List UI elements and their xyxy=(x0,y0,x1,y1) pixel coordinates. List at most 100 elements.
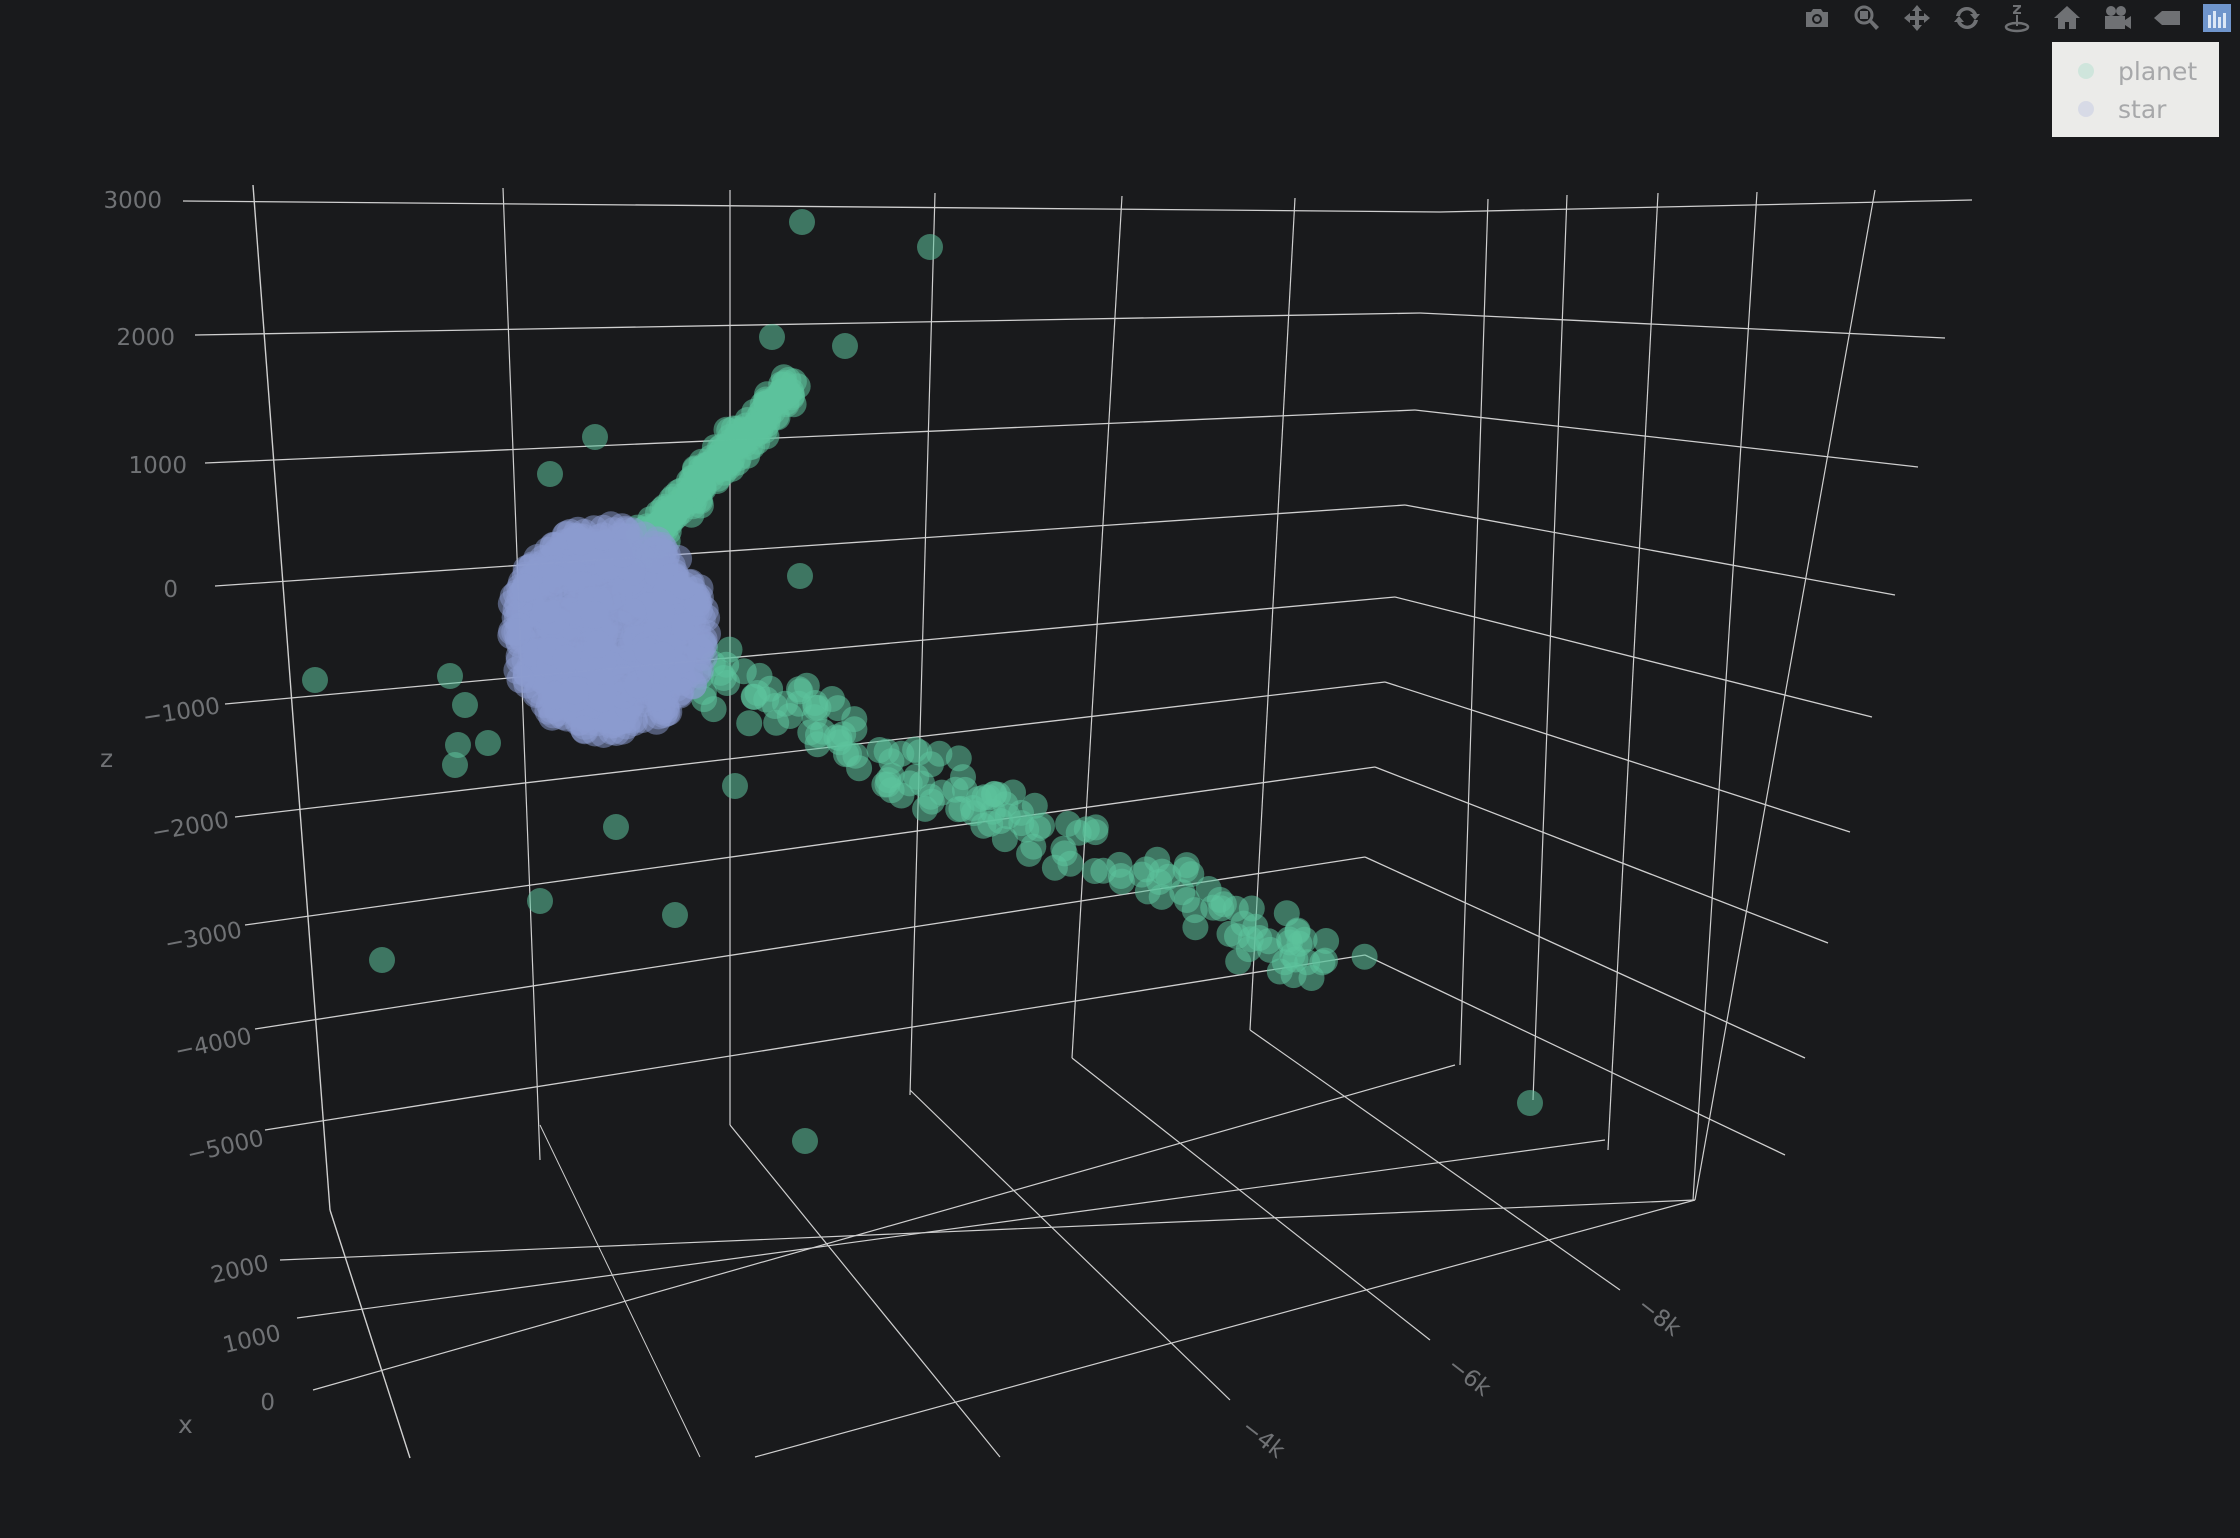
planet-point[interactable] xyxy=(1225,948,1252,975)
pan-icon[interactable] xyxy=(1900,1,1934,35)
left-wall-grid xyxy=(252,184,411,1459)
planet-point[interactable] xyxy=(1029,812,1055,839)
planet-point[interactable] xyxy=(753,686,780,713)
star-point[interactable] xyxy=(643,683,672,712)
planet-point[interactable] xyxy=(776,703,803,729)
planet-point[interactable] xyxy=(866,737,893,763)
star-point[interactable] xyxy=(583,630,612,659)
planet-point[interactable] xyxy=(793,672,820,699)
planet-point[interactable] xyxy=(991,826,1018,853)
legend-item-planet[interactable]: planet xyxy=(2064,52,2207,90)
planet-point[interactable] xyxy=(537,461,563,487)
star-points[interactable] xyxy=(497,511,721,748)
star-point[interactable] xyxy=(580,601,609,629)
planet-point[interactable] xyxy=(945,745,972,772)
star-point[interactable] xyxy=(589,522,617,551)
turntable-rotate-icon[interactable] xyxy=(2000,1,2034,35)
star-point[interactable] xyxy=(641,545,670,574)
planet-point[interactable] xyxy=(759,324,785,350)
planet-point[interactable] xyxy=(994,803,1021,830)
planet-point[interactable] xyxy=(1517,1090,1543,1116)
planet-point[interactable] xyxy=(603,814,629,840)
star-point[interactable] xyxy=(581,718,609,747)
planet-point[interactable] xyxy=(718,428,744,455)
planet-point[interactable] xyxy=(755,402,782,429)
planet-point[interactable] xyxy=(730,658,757,685)
star-point[interactable] xyxy=(670,571,698,600)
star-point[interactable] xyxy=(531,596,560,625)
star-point[interactable] xyxy=(624,670,653,699)
camera-icon[interactable] xyxy=(1800,1,1834,35)
star-point[interactable] xyxy=(618,598,646,627)
planet-point[interactable] xyxy=(917,234,943,260)
planet-point[interactable] xyxy=(832,333,858,359)
star-point[interactable] xyxy=(646,600,675,629)
planet-point[interactable] xyxy=(1108,868,1135,895)
plotly-logo-icon[interactable] xyxy=(2200,1,2234,35)
right-wall-vertical-line xyxy=(1607,192,1659,1151)
planet-point[interactable] xyxy=(437,663,463,689)
planet-point[interactable] xyxy=(582,424,608,450)
planet-point[interactable] xyxy=(662,902,688,928)
planet-point[interactable] xyxy=(1155,863,1182,890)
planet-point[interactable] xyxy=(1216,920,1243,947)
planet-point[interactable] xyxy=(801,704,828,731)
planet-point[interactable] xyxy=(1210,891,1237,918)
x-tick: 2000 xyxy=(208,1251,271,1290)
planet-point[interactable] xyxy=(1284,917,1311,944)
legend-item-star[interactable]: star xyxy=(2064,90,2207,128)
planet-point[interactable] xyxy=(902,736,929,763)
planet-point[interactable] xyxy=(1082,819,1109,846)
star-point[interactable] xyxy=(648,641,676,670)
planet-point[interactable] xyxy=(1050,835,1077,862)
star-point[interactable] xyxy=(588,684,617,713)
star-point[interactable] xyxy=(671,612,700,641)
planet-point[interactable] xyxy=(452,692,478,718)
planet-point[interactable] xyxy=(1257,936,1284,963)
star-point[interactable] xyxy=(566,527,595,556)
planet-point[interactable] xyxy=(687,473,714,500)
zoom-icon[interactable] xyxy=(1850,1,1884,35)
planet-point[interactable] xyxy=(896,770,923,797)
star-point[interactable] xyxy=(560,676,589,705)
planet-point[interactable] xyxy=(666,495,693,522)
planet-point[interactable] xyxy=(369,947,395,973)
planet-point[interactable] xyxy=(970,812,997,839)
planet-point[interactable] xyxy=(826,729,853,756)
planet-point[interactable] xyxy=(1351,943,1378,970)
star-point[interactable] xyxy=(506,665,535,694)
planet-point[interactable] xyxy=(705,449,732,476)
planet-point[interactable] xyxy=(1020,833,1047,860)
star-point[interactable] xyxy=(542,565,571,594)
planet-point[interactable] xyxy=(302,667,328,693)
right-wall-vertical-line xyxy=(1692,191,1758,1201)
home-icon[interactable] xyxy=(2050,1,2084,35)
planet-point[interactable] xyxy=(736,710,763,737)
planet-point[interactable] xyxy=(716,636,743,663)
hover-tag-icon[interactable] xyxy=(2150,1,2184,35)
planet-point[interactable] xyxy=(1313,928,1340,954)
planet-point[interactable] xyxy=(787,563,813,589)
planet-point[interactable] xyxy=(1294,949,1321,976)
planet-point[interactable] xyxy=(475,730,501,756)
planet-point[interactable] xyxy=(445,732,471,758)
back-wall-vertical-line xyxy=(1459,198,1489,1066)
planet-point[interactable] xyxy=(527,888,553,914)
planet-point[interactable] xyxy=(824,695,851,722)
planet-point[interactable] xyxy=(918,788,945,815)
planet-point[interactable] xyxy=(792,1128,818,1154)
planet-point[interactable] xyxy=(1237,926,1264,953)
star-point[interactable] xyxy=(503,618,532,647)
camera-view-icon[interactable] xyxy=(2100,1,2134,35)
orbit-rotate-icon[interactable] xyxy=(1950,1,1984,35)
planet-points[interactable] xyxy=(302,209,1543,1154)
planet-point[interactable] xyxy=(1128,861,1155,888)
planet-point[interactable] xyxy=(789,209,815,235)
star-point[interactable] xyxy=(552,644,581,673)
planet-point[interactable] xyxy=(722,773,748,799)
planet-point[interactable] xyxy=(804,731,831,758)
star-point[interactable] xyxy=(511,573,540,602)
planet-point[interactable] xyxy=(442,752,468,778)
star-point[interactable] xyxy=(608,539,636,568)
